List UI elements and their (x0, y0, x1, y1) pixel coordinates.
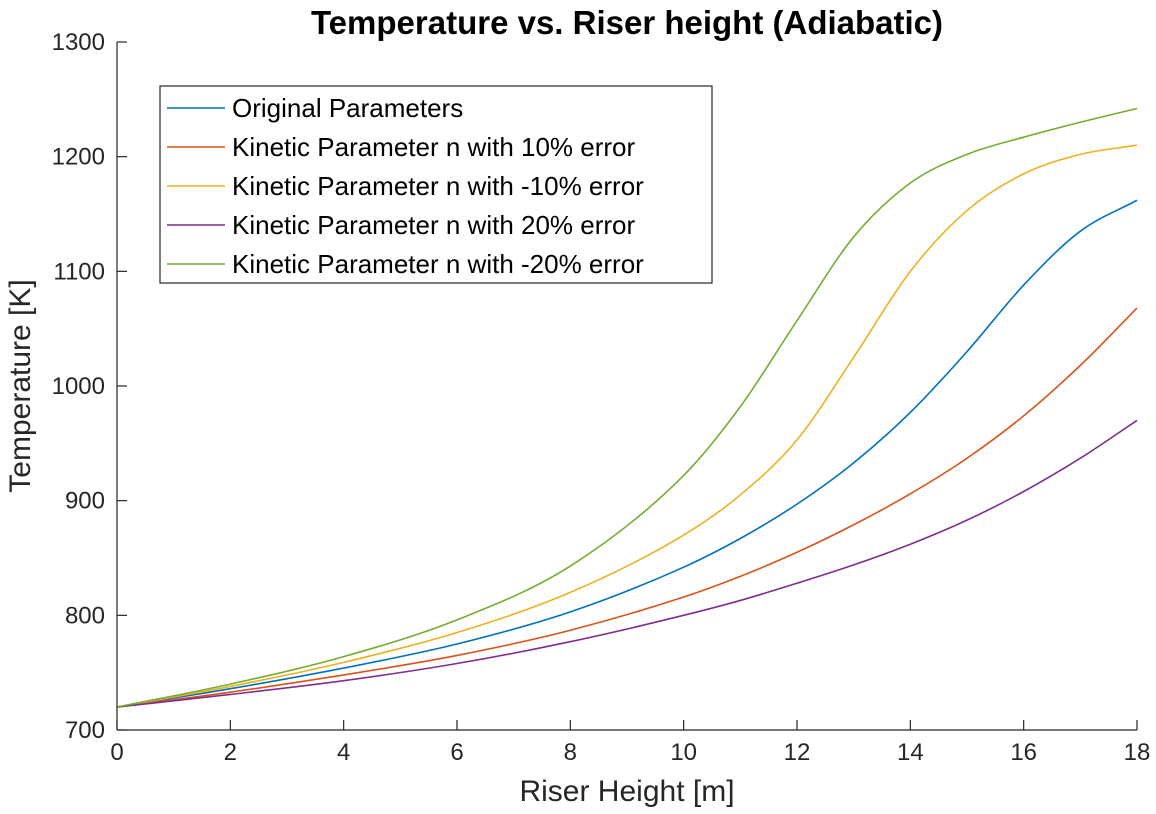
x-axis-ticks: 0 2 4 6 8 10 12 14 16 18 (110, 720, 1151, 766)
x-tick-label: 4 (337, 739, 350, 766)
series-line-3 (116, 144, 1138, 708)
y-tick-label: 700 (65, 717, 105, 744)
legend-label-3: Kinetic Parameter n with -10% error (232, 171, 644, 201)
legend-label-4: Kinetic Parameter n with 20% error (232, 210, 636, 240)
y-tick-label: 1000 (52, 373, 105, 400)
legend-label-2: Kinetic Parameter n with 10% error (232, 132, 636, 162)
y-axis-ticks: 700 800 900 1000 1100 1200 1300 (52, 29, 127, 744)
x-tick-label: 10 (670, 739, 697, 766)
x-tick-label: 14 (897, 739, 924, 766)
y-tick-label: 900 (65, 488, 105, 515)
legend-label-5: Kinetic Parameter n with -20% error (232, 249, 644, 279)
series-lines (116, 107, 1138, 708)
x-tick-label: 2 (224, 739, 237, 766)
x-tick-label: 6 (450, 739, 463, 766)
y-tick-label: 1100 (53, 258, 105, 285)
series-line-2 (116, 307, 1138, 708)
x-tick-label: 12 (784, 739, 811, 766)
legend-items: Original Parameters Kinetic Parameter n w… (167, 93, 644, 279)
y-tick-label: 1300 (52, 29, 105, 56)
legend: Original Parameters Kinetic Parameter n w… (159, 85, 713, 284)
x-tick-label: 8 (564, 739, 577, 766)
y-axis-label: Temperature [K] (4, 279, 37, 492)
plot-area: 0 2 4 6 8 10 12 14 16 18 700 800 900 1000 1100 1200 130… (52, 29, 1151, 766)
x-axis-label: Riser Height [m] (519, 775, 734, 808)
series-line-1 (116, 199, 1138, 708)
x-tick-label: 16 (1010, 739, 1037, 766)
x-tick-label: 0 (110, 739, 123, 766)
legend-box (159, 85, 713, 284)
x-tick-label: 18 (1124, 739, 1151, 766)
y-tick-label: 1200 (52, 144, 105, 171)
legend-label-1: Original Parameters (232, 93, 463, 123)
series-line-4 (116, 419, 1138, 708)
y-tick-label: 800 (65, 602, 105, 629)
series-line-5 (116, 107, 1138, 708)
chart-title: Temperature vs. Riser height (Adiabatic) (311, 4, 943, 41)
